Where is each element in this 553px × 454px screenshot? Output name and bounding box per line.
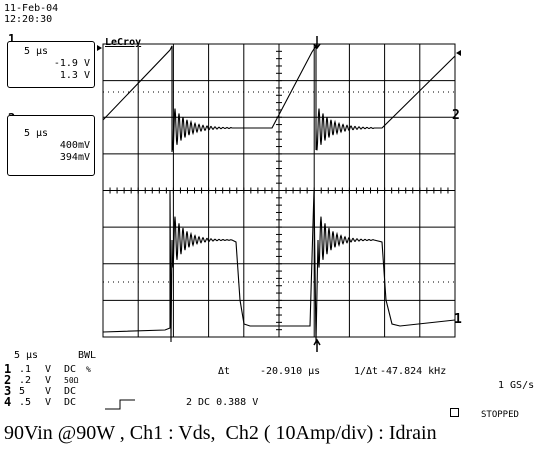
channel-1-timebase: 5 µs [24, 46, 49, 57]
channel-1-box-number: 1 [8, 32, 16, 46]
bandwidth-limit-label: BWL [78, 350, 97, 361]
channel-row-4-unit: V [45, 397, 52, 408]
channel-row-4-scale: .5 [19, 397, 32, 408]
channel-row-3[interactable]: 3 5 V DC [4, 384, 76, 398]
channel-row-2-coupling: 50Ω [64, 376, 79, 385]
channel-1-value-1: -1.9 V [53, 58, 90, 69]
frequency-label: 1/Δt [354, 366, 379, 377]
channel-row-2-num: 2 [4, 373, 12, 387]
channel-row-1-unit: V [45, 364, 52, 375]
time-label: 12:20:30 [4, 14, 53, 25]
date-label: 11-Feb-04 [4, 3, 59, 14]
bottom-timebase: 5 µs [14, 350, 39, 361]
channel-2-value-1: 400mV [59, 140, 90, 151]
trigger-top-arrow-icon[interactable] [313, 36, 321, 50]
channel-row-3-num: 3 [4, 384, 12, 398]
channel-2-trace [102, 44, 456, 152]
left-pointer-icon [97, 45, 102, 51]
delta-t-value: -20.910 µs [260, 366, 321, 377]
trigger-bottom-arrow-icon[interactable] [313, 338, 321, 352]
frequency-value: -47.824 kHz [380, 366, 447, 377]
right-pointer-icon [456, 50, 461, 56]
status-label: STOPPED [481, 410, 519, 420]
channel-row-1-num: 1 [4, 362, 12, 376]
channel-row-1-scale: .1 [19, 364, 32, 375]
graticule [102, 43, 456, 338]
channel-2-info-box[interactable]: 5 µs 400mV 394mV [7, 115, 95, 176]
channel-row-4-coupling: DC [64, 397, 77, 408]
channel-1-value-2: 1.3 V [59, 70, 90, 81]
graticule-border [102, 43, 456, 338]
channel-row-1[interactable]: 1 .1 V DC% [4, 362, 91, 376]
channel-row-3-coupling: DC [64, 386, 77, 397]
trigger-edge-icon [105, 399, 135, 410]
channel-row-2-scale: .2 [19, 375, 32, 386]
channel-1-trace-marker: 1 [454, 312, 462, 327]
brand-logo: LeCroy [105, 37, 142, 48]
acquisition-status[interactable]: STOPPED [450, 408, 519, 421]
sample-rate: 1 GS/s [498, 380, 535, 391]
stop-box-icon [450, 408, 459, 417]
channel-row-1-extra: % [86, 365, 91, 374]
trigger-setting[interactable]: 2 DC 0.388 V [186, 397, 259, 408]
channel-1-trace [102, 189, 456, 343]
delta-t-label: Δt [218, 366, 231, 377]
channel-2-trace-marker: 2 [452, 108, 460, 123]
channel-1-info-box[interactable]: 5 µs -1.9 V 1.3 V [7, 41, 95, 88]
figure-caption: 90Vin @90W , Ch1 : Vds, Ch2 ( 10Amp/div)… [4, 422, 437, 444]
channel-row-2-unit: V [45, 375, 52, 386]
channel-row-1-coupling: DC [64, 364, 77, 375]
channel-row-3-unit: V [45, 386, 52, 397]
channel-row-4-num: 4 [4, 395, 12, 409]
channel-row-3-scale: 5 [19, 386, 26, 397]
channel-row-2[interactable]: 2 .2 V 50Ω [4, 373, 78, 387]
channel-row-4[interactable]: 4 .5 V DC [4, 395, 76, 409]
channel-2-value-2: 394mV [59, 152, 90, 163]
channel-2-timebase: 5 µs [24, 128, 49, 139]
